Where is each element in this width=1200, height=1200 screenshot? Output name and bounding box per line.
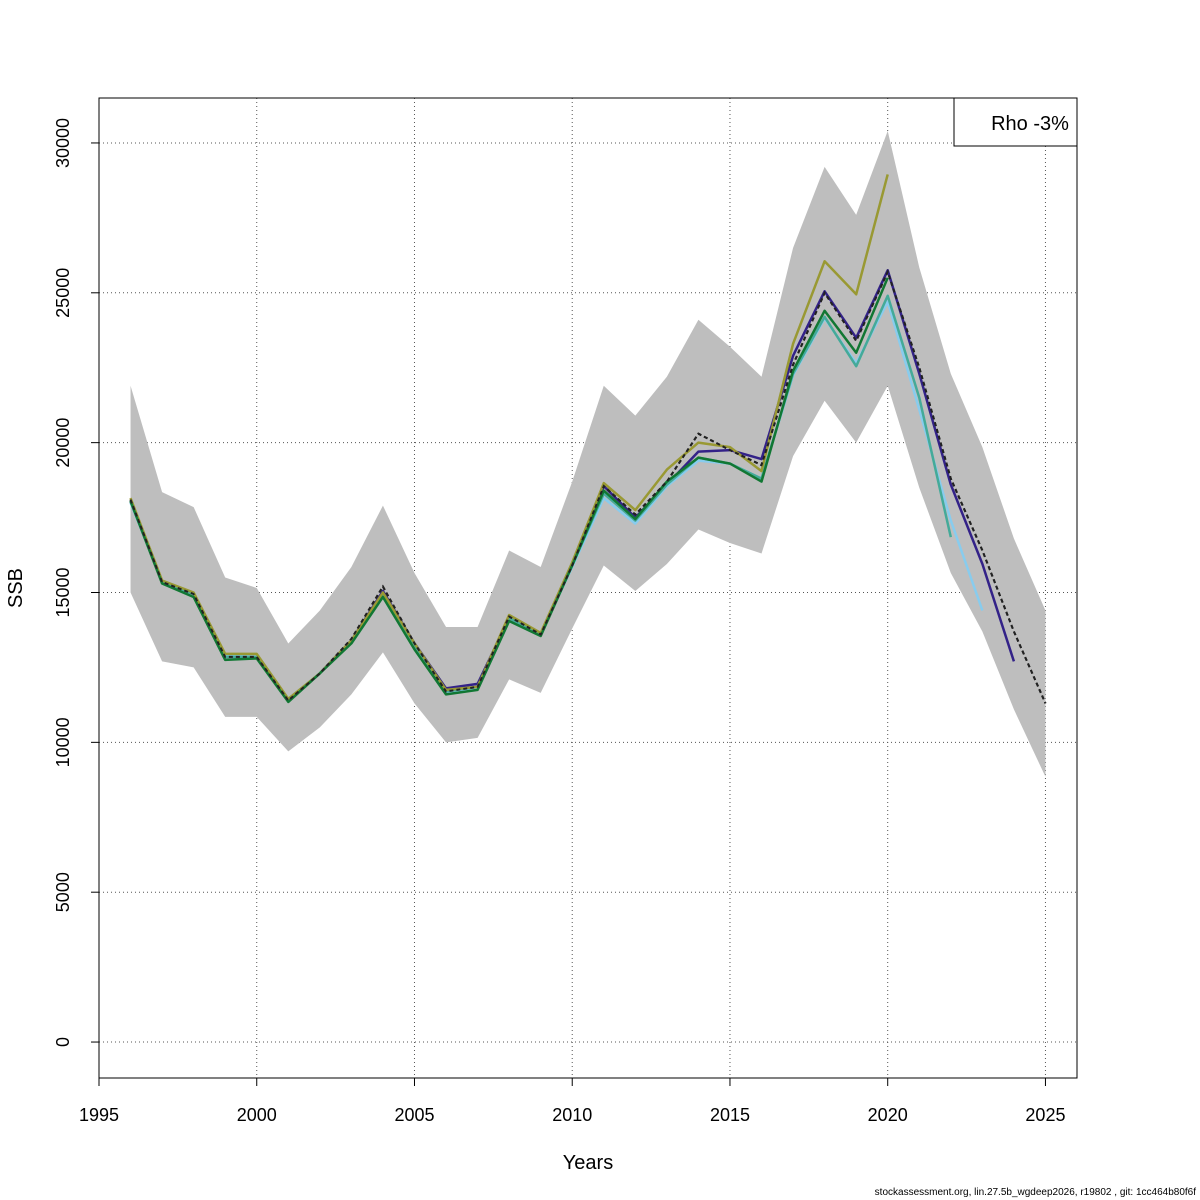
y-tick-label: 20000 bbox=[53, 418, 73, 468]
y-tick-label: 10000 bbox=[53, 717, 73, 767]
x-tick-label: 2025 bbox=[1025, 1105, 1065, 1125]
legend-box bbox=[953, 97, 1078, 147]
x-tick-label: 2005 bbox=[394, 1105, 434, 1125]
legend: Rho -3% bbox=[953, 97, 1078, 147]
x-tick-label: 2020 bbox=[868, 1105, 908, 1125]
x-tick-label: 1995 bbox=[79, 1105, 119, 1125]
series-line-5 bbox=[129, 174, 889, 701]
series-line-reference bbox=[129, 269, 1047, 704]
y-tick-label: 0 bbox=[53, 1037, 73, 1047]
confidence-band bbox=[130, 130, 1046, 777]
legend-rho-text: Rho -3% bbox=[991, 113, 1069, 135]
y-axis-title: SSB bbox=[5, 568, 27, 608]
y-tick-label: 25000 bbox=[53, 268, 73, 318]
y-tick-label: 15000 bbox=[53, 567, 73, 617]
x-tick-label: 2015 bbox=[710, 1105, 750, 1125]
x-tick-label: 2000 bbox=[237, 1105, 277, 1125]
y-tick-label: 30000 bbox=[53, 118, 73, 168]
x-tick-label: 2010 bbox=[552, 1105, 592, 1125]
series-layer bbox=[129, 174, 1047, 704]
x-axis-title: Years bbox=[563, 1152, 613, 1174]
footer-credit: stockassessment.org, lin.27.5b_wgdeep202… bbox=[874, 1187, 1196, 1198]
confidence-band-layer bbox=[130, 130, 1046, 777]
x-axis: 1995 2000 2005 2010 2015 2020 2025 bbox=[79, 1077, 1065, 1125]
y-tick-label: 5000 bbox=[53, 872, 73, 912]
y-axis: 0 5000 10000 15000 20000 25000 30000 bbox=[53, 118, 100, 1047]
